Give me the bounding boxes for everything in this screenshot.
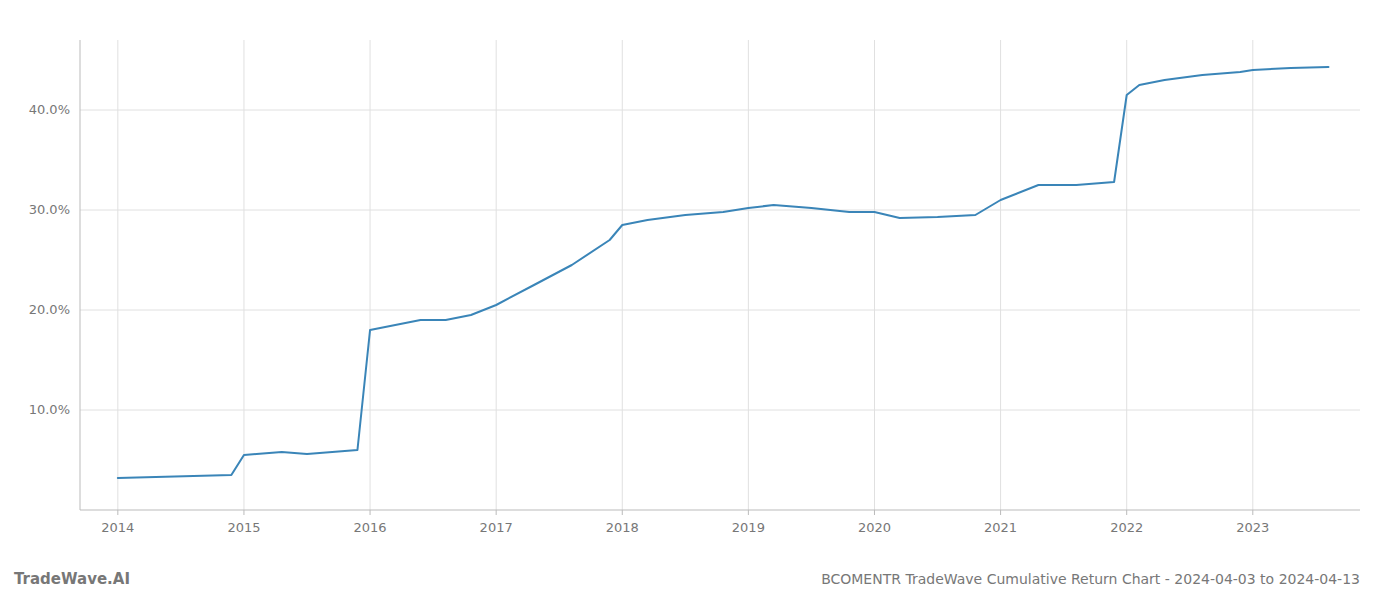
x-grid-line [622, 40, 623, 510]
x-tick-mark [496, 510, 497, 515]
y-tick-label: 30.0% [29, 202, 70, 217]
x-grid-line [370, 40, 371, 510]
x-tick-label: 2019 [732, 520, 765, 535]
x-tick-label: 2020 [858, 520, 891, 535]
x-grid-line [748, 40, 749, 510]
watermark: TradeWave.AI [14, 570, 130, 588]
x-grid-line [1126, 40, 1127, 510]
x-grid-line [117, 40, 118, 510]
x-tick-label: 2017 [480, 520, 513, 535]
axes: 10.0% 20.0% 30.0% 40.0% 2014 2015 2016 2017 2018… [29, 40, 1360, 535]
grid [80, 40, 1360, 510]
x-tick-label: 2022 [1110, 520, 1143, 535]
x-tick-label: 2018 [606, 520, 639, 535]
x-grid-line [243, 40, 244, 510]
x-axis-line [80, 510, 1360, 511]
title: BCOMENTR TradeWave Cumulative Return Cha… [821, 571, 1360, 587]
x-grid-line [1252, 40, 1253, 510]
x-grid-line [496, 40, 497, 510]
x-tick-label: 2021 [984, 520, 1017, 535]
x-tick-mark [370, 510, 371, 515]
y-grid-line [80, 310, 1360, 311]
plot-area [118, 67, 1329, 478]
x-tick-label: 2023 [1236, 520, 1269, 535]
y-grid-line [80, 210, 1360, 211]
x-tick-label: 2014 [101, 520, 134, 535]
x-tick-label: 2015 [227, 520, 260, 535]
x-tick-mark [117, 510, 118, 515]
x-tick-mark [748, 510, 749, 515]
x-tick-mark [1000, 510, 1001, 515]
chart: 10.0% 20.0% 30.0% 40.0% 2014 2015 2016 2017 2018… [0, 0, 1400, 600]
x-grid-line [874, 40, 875, 510]
x-tick-mark [243, 510, 244, 515]
y-tick-label: 40.0% [29, 102, 70, 117]
y-grid-line [80, 410, 1360, 411]
y-tick-label: 20.0% [29, 302, 70, 317]
x-tick-label: 2016 [354, 520, 387, 535]
x-tick-mark [874, 510, 875, 515]
y-grid-line [80, 110, 1360, 111]
x-tick-mark [1126, 510, 1127, 515]
x-tick-mark [1252, 510, 1253, 515]
x-tick-mark [622, 510, 623, 515]
y-tick-label: 10.0% [29, 402, 70, 417]
y-axis-line [80, 40, 81, 510]
data-line [118, 67, 1329, 478]
x-grid-line [1000, 40, 1001, 510]
